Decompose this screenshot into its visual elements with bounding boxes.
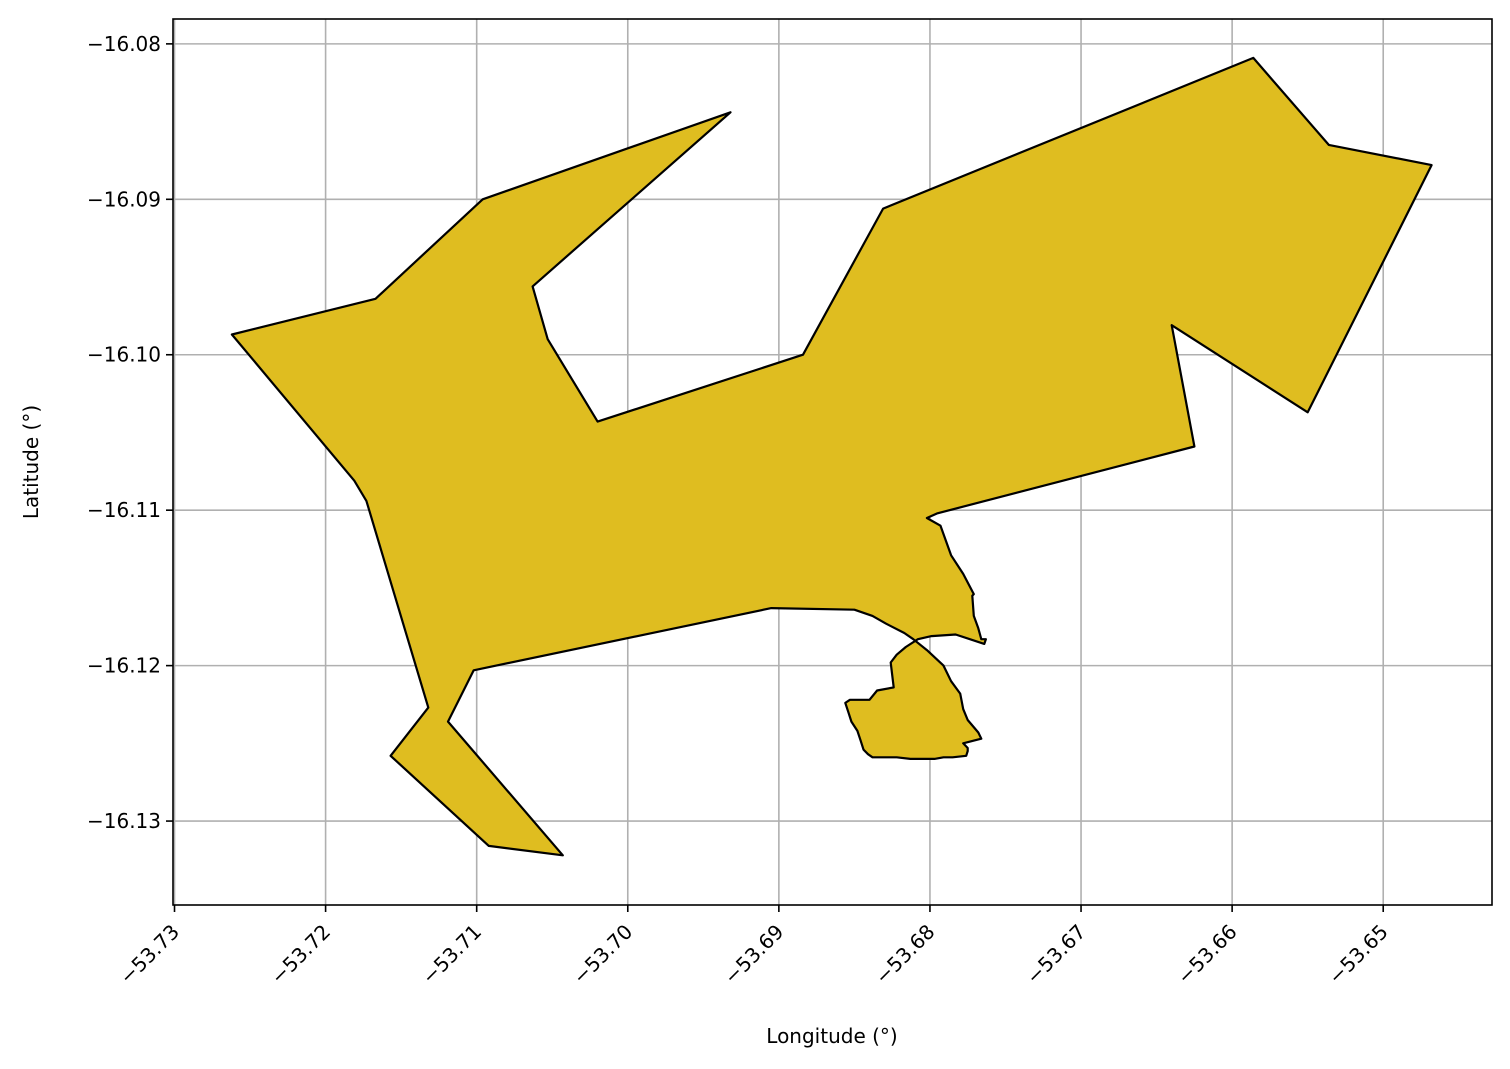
y-tick-label: −16.08 <box>87 32 161 56</box>
x-axis-label: Longitude (°) <box>766 1024 897 1048</box>
y-axis-label: Latitude (°) <box>19 405 43 519</box>
y-tick-label: −16.13 <box>87 809 161 833</box>
y-tick-label: −16.12 <box>87 654 161 678</box>
y-axis-ticks: −16.08 −16.09 −16.10 −16.11 −16.12 −16.13 <box>87 32 173 833</box>
y-tick-label: −16.10 <box>87 343 161 367</box>
axes-frame <box>172 18 1493 906</box>
region-polygon <box>230 56 1433 857</box>
y-tick-label: −16.11 <box>87 498 161 522</box>
y-tick-label: −16.09 <box>87 187 161 211</box>
